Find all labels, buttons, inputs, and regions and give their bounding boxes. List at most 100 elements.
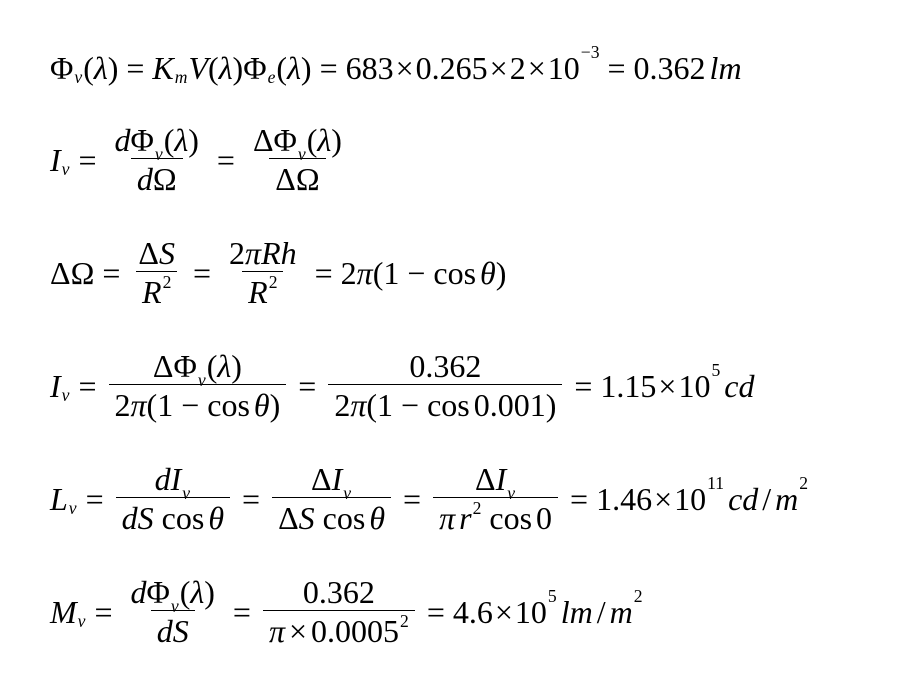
num-0362: 0.362 bbox=[303, 574, 375, 610]
R: R bbox=[142, 274, 162, 310]
two2: 2 bbox=[341, 257, 357, 289]
sub-v: v bbox=[69, 500, 77, 518]
lambda-2: λ bbox=[219, 52, 233, 84]
I: I bbox=[50, 370, 61, 402]
pi: π bbox=[131, 387, 147, 423]
d2: d bbox=[122, 500, 138, 536]
lambda: λ bbox=[94, 52, 108, 84]
theta: θ bbox=[480, 257, 496, 289]
sq2: 2 bbox=[799, 475, 808, 493]
phi: Φ bbox=[131, 122, 154, 158]
sq2: 2 bbox=[634, 588, 643, 606]
unit-m: m bbox=[775, 483, 798, 515]
delta3: Δ bbox=[475, 461, 496, 497]
sub-v2: v bbox=[198, 370, 206, 390]
exp5: 5 bbox=[548, 588, 557, 606]
sub-v2: v bbox=[171, 596, 179, 616]
sub-m: m bbox=[175, 69, 188, 87]
sub-v4: v bbox=[507, 483, 515, 503]
num-0265: 0.265 bbox=[416, 52, 488, 84]
fraction: ΔΦv(λ) 2π(1 − cosθ) bbox=[109, 350, 287, 423]
d2: d bbox=[157, 613, 173, 649]
cos: cos bbox=[207, 387, 250, 423]
unit-m: m bbox=[610, 596, 633, 628]
num-10: 10 bbox=[678, 370, 710, 402]
theta: θ bbox=[208, 500, 224, 536]
unit-lm: lm bbox=[710, 52, 742, 84]
sub-e: e bbox=[268, 69, 276, 87]
pi: π bbox=[269, 613, 285, 649]
one: 1 bbox=[383, 257, 399, 289]
cos2: cos bbox=[427, 387, 470, 423]
d: d bbox=[155, 461, 171, 497]
lambda: λ bbox=[217, 348, 231, 384]
cos2: cos bbox=[323, 500, 366, 536]
h: h bbox=[281, 235, 297, 271]
sub-v: v bbox=[78, 613, 86, 631]
two2: 2 bbox=[334, 387, 350, 423]
unit-cd: cd bbox=[728, 483, 758, 515]
sub-v: v bbox=[62, 387, 70, 405]
sub-v: v bbox=[62, 161, 70, 179]
omega2: Ω bbox=[296, 161, 320, 197]
L: L bbox=[50, 483, 68, 515]
M: M bbox=[50, 596, 77, 628]
cos3: cos bbox=[489, 500, 532, 536]
delta: Δ bbox=[153, 348, 174, 384]
unit-cd: cd bbox=[724, 370, 754, 402]
equation-1: Φ v (λ) = K m V (λ) Φ e (λ) = 683 × 0.26… bbox=[50, 48, 870, 84]
num-146: 1.46 bbox=[596, 483, 652, 515]
num-115: 1.15 bbox=[600, 370, 656, 402]
num-2: 2 bbox=[510, 52, 526, 84]
phi: Φ bbox=[174, 348, 197, 384]
V: V bbox=[188, 52, 208, 84]
sq: 2 bbox=[163, 272, 172, 292]
d: d bbox=[131, 574, 147, 610]
fraction-2: ΔΦv(λ) ΔΩ bbox=[247, 124, 348, 197]
fraction-2: ΔIv ΔScosθ bbox=[272, 463, 391, 536]
equation-2: I v = dΦv(λ) dΩ = ΔΦv(λ) ΔΩ bbox=[50, 124, 870, 197]
num-10: 10 bbox=[515, 596, 547, 628]
d: d bbox=[115, 122, 131, 158]
S2: S bbox=[299, 500, 315, 536]
num-0362: 0.362 bbox=[409, 348, 481, 384]
zero: 0 bbox=[536, 500, 552, 536]
slash: / bbox=[597, 596, 606, 628]
num-00005: 0.0005 bbox=[311, 613, 399, 649]
exp5: 5 bbox=[711, 362, 720, 380]
I3: I bbox=[496, 461, 507, 497]
lambda-3: λ bbox=[287, 52, 301, 84]
cos: cos bbox=[162, 500, 205, 536]
num-10: 10 bbox=[674, 483, 706, 515]
delta2: Δ bbox=[275, 161, 296, 197]
lambda: λ bbox=[174, 122, 188, 158]
delta2: Δ bbox=[138, 235, 159, 271]
pi2: π bbox=[357, 257, 373, 289]
num-46: 4.6 bbox=[453, 596, 493, 628]
sub-v3: v bbox=[343, 483, 351, 503]
theta: θ bbox=[254, 387, 270, 423]
I2: I bbox=[332, 461, 343, 497]
cos: cos bbox=[433, 257, 476, 289]
phi2: Φ bbox=[274, 122, 297, 158]
S: S bbox=[138, 500, 154, 536]
fraction-2: 0.362 2π(1 − cos0.001) bbox=[328, 350, 562, 423]
two: 2 bbox=[115, 387, 131, 423]
fraction-3: ΔIv πr2cos0 bbox=[433, 463, 558, 536]
equations-page: Φ v (λ) = K m V (λ) Φ e (λ) = 683 × 0.26… bbox=[0, 0, 920, 689]
pi: π bbox=[245, 235, 261, 271]
two: 2 bbox=[229, 235, 245, 271]
fraction: dΦv(λ) dS bbox=[125, 576, 221, 649]
pi: π bbox=[439, 500, 455, 536]
phi: Φ bbox=[147, 574, 170, 610]
fraction-2: 0.362 π×0.00052 bbox=[263, 576, 415, 649]
I: I bbox=[171, 461, 182, 497]
equation-4: I v = ΔΦv(λ) 2π(1 − cosθ) = 0.362 2π(1 −… bbox=[50, 350, 870, 423]
sub-v2: v bbox=[155, 144, 163, 164]
S: S bbox=[159, 235, 175, 271]
exp-neg3: −3 bbox=[581, 44, 600, 62]
delta: Δ bbox=[253, 122, 274, 158]
theta2: θ bbox=[369, 500, 385, 536]
lambda: λ bbox=[190, 574, 204, 610]
pi2: π bbox=[350, 387, 366, 423]
